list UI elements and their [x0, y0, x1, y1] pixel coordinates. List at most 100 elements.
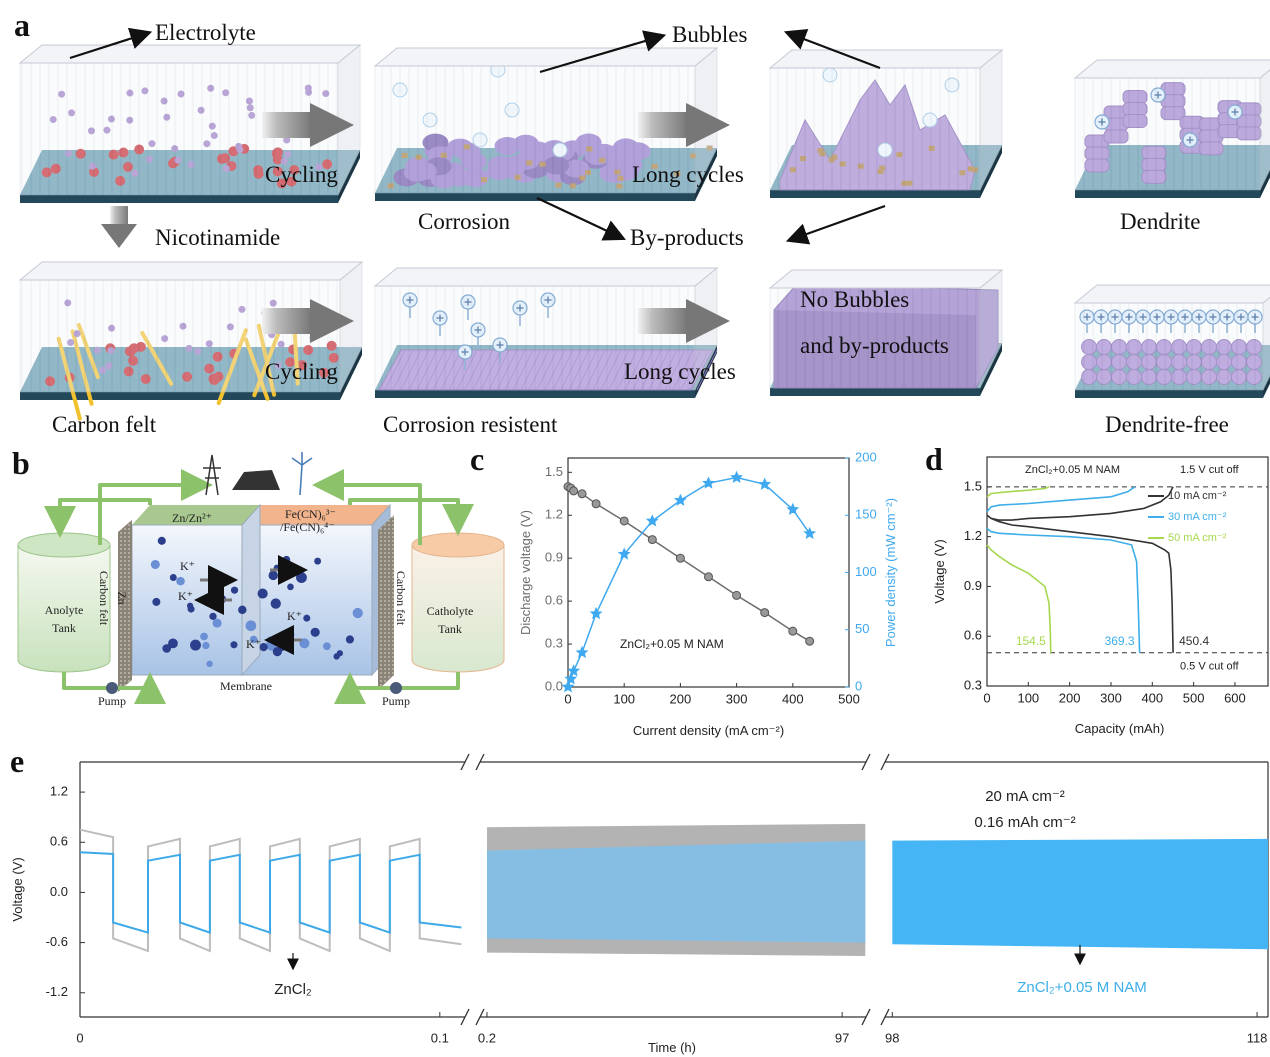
y-tick-label: 0.6 [964, 628, 982, 643]
x-tick-label: 0 [564, 691, 571, 706]
illustration-part [20, 392, 340, 400]
illustration-part [288, 631, 294, 637]
series-band [487, 841, 865, 943]
label: Zn [115, 591, 129, 604]
illustration-part [152, 598, 160, 606]
illustration-part [1075, 190, 1260, 198]
illustration-part [20, 45, 360, 63]
y-tick-label: 0.6 [50, 834, 68, 849]
data-point [648, 536, 656, 544]
illustration-part [170, 574, 177, 581]
illustration-part [190, 640, 201, 651]
label: Membrane [220, 679, 272, 693]
data-point [806, 637, 814, 645]
illustration-part [1075, 303, 1263, 390]
data-point [731, 472, 741, 482]
illustration-part [790, 206, 885, 240]
illustration-part [258, 588, 268, 598]
panel-label: d [925, 441, 943, 477]
x-tick-label: 100 [613, 691, 635, 706]
series-line [987, 487, 1051, 653]
illustration-part [118, 520, 132, 692]
illustration-part [176, 577, 185, 586]
illustration-part [314, 558, 321, 565]
panel-label: a [14, 7, 30, 43]
annotation: ZnCl₂+0.05 M NAM [620, 637, 724, 651]
label: Catholyte [427, 604, 474, 618]
y-tick-label: 1.2 [964, 528, 982, 543]
y-axis-title: Voltage (V) [10, 857, 25, 921]
label: Carbon felt [52, 412, 157, 437]
annotation: ZnCl₂+0.05 M NAM [1017, 979, 1147, 996]
y-tick-label: 0.9 [545, 550, 563, 565]
label: Fe(CN)₆³⁻ [285, 507, 336, 521]
x-tick-label: 200 [670, 691, 692, 706]
data-point [577, 647, 588, 657]
illustration-part [262, 308, 310, 334]
y-tick-label: 1.2 [50, 784, 68, 799]
label: Cycling [265, 162, 338, 187]
data-point [578, 490, 586, 498]
illustration-part [269, 571, 278, 580]
y-tick-label: 1.5 [545, 464, 563, 479]
illustration-part [101, 224, 137, 248]
x-axis-title: Current density (mA cm⁻²) [633, 723, 784, 738]
series-band [892, 839, 1268, 949]
data-label: 154.5 [1016, 634, 1046, 648]
data-point [568, 666, 579, 676]
illustration-part [188, 606, 195, 613]
illustration-part [283, 556, 291, 564]
illustration-part [18, 533, 110, 557]
data-point [761, 609, 769, 617]
label: By-products [630, 225, 744, 250]
y-tick-label: 0.0 [50, 884, 68, 899]
y2-tick-label: 100 [855, 564, 877, 579]
label: Tank [438, 622, 462, 636]
illustration-part [209, 613, 216, 620]
x-tick-label: 97 [835, 1030, 849, 1045]
illustration-part [390, 682, 402, 694]
x-tick-label: 118 [1247, 1030, 1268, 1045]
label: No Bubbles [800, 287, 909, 312]
illustration-part [638, 112, 686, 138]
x-axis-title: Capacity (mAh) [1075, 721, 1165, 736]
illustration-part [353, 608, 363, 618]
label: Nicotinamide [155, 225, 280, 250]
x-tick-label: 600 [1224, 690, 1246, 705]
illustration-part [168, 638, 178, 648]
label: Corrosion resistent [383, 412, 558, 437]
cutoff-label: 0.5 V cut off [1180, 661, 1239, 673]
y-tick-label: -1.2 [46, 984, 68, 999]
annotation: ZnCl₂+0.05 M NAM [1025, 464, 1120, 476]
label: Electrolyte [155, 20, 256, 45]
illustration-part [770, 50, 1002, 68]
data-point [676, 554, 684, 562]
illustration-part [232, 470, 280, 490]
illustration-part [375, 48, 717, 66]
series-line [80, 852, 461, 932]
label: Corrosion [418, 209, 511, 234]
illustration-part [311, 628, 320, 637]
x-tick-label: 0.1 [431, 1030, 449, 1045]
y-tick-label: 0.3 [545, 636, 563, 651]
illustration-part [638, 308, 686, 334]
illustration-part [106, 682, 118, 694]
data-point [733, 591, 741, 599]
illustration-part [271, 598, 281, 608]
illustration-part [770, 190, 980, 198]
y2-tick-label: 150 [855, 507, 877, 522]
label: Long cycles [632, 162, 744, 187]
data-point [570, 487, 578, 495]
x-tick-label: 0 [983, 690, 990, 705]
page: a Electrolyte Bubbles Cycling Long cycle… [0, 0, 1270, 1057]
label: Anolyte [45, 603, 84, 617]
x-tick-label: 200 [1059, 690, 1081, 705]
y-tick-label: 0.3 [964, 677, 982, 692]
x-tick-label: 98 [885, 1030, 899, 1045]
illustration-part [296, 572, 307, 583]
x-tick-label: 400 [782, 691, 804, 706]
illustration-part [151, 560, 160, 569]
illustration-part [303, 615, 310, 622]
y2-tick-label: 50 [855, 621, 869, 636]
x-tick-label: 0.2 [478, 1030, 496, 1045]
